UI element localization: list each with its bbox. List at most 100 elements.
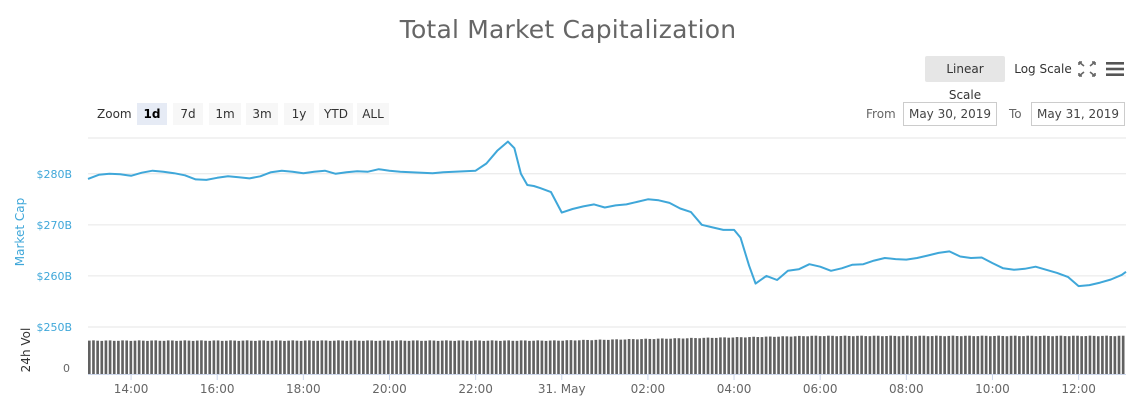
volume-bar <box>681 338 685 374</box>
volume-bar <box>785 336 789 374</box>
volume-bar <box>254 340 257 374</box>
volume-bar <box>685 338 689 374</box>
zoom-1y-button[interactable]: 1y <box>284 103 314 125</box>
volume-axis-title: 24h Vol <box>19 328 33 373</box>
volume-bar <box>594 339 598 374</box>
volume-bar <box>208 340 212 374</box>
volume-bar <box>266 340 270 374</box>
volume-bar <box>407 340 411 374</box>
volume-bar <box>1063 336 1067 374</box>
volume-bar <box>220 340 224 374</box>
volume-bar <box>1113 336 1117 374</box>
volume-bar <box>295 340 299 374</box>
volume-bar <box>129 340 133 374</box>
zoom-all-button[interactable]: ALL <box>357 103 389 125</box>
volume-bar <box>706 337 710 374</box>
zoom-7d-button[interactable]: 7d <box>173 103 203 125</box>
volume-bar <box>436 340 440 374</box>
volume-bar <box>249 340 253 374</box>
volume-bar <box>395 340 398 374</box>
volume-bar <box>984 335 988 374</box>
volume-bar <box>328 340 332 374</box>
volume-bar <box>353 340 357 374</box>
volume-bar <box>959 336 963 374</box>
volume-bar <box>656 338 660 374</box>
volume-bar <box>370 340 373 374</box>
volume-bar <box>831 335 834 374</box>
volume-bar <box>1018 336 1021 374</box>
to-date-input[interactable]: May 31, 2019 <box>1031 102 1125 126</box>
y-tick-label: $250B <box>36 321 72 334</box>
volume-bar <box>440 340 444 374</box>
volume-bar <box>1001 335 1005 374</box>
log-scale-button[interactable]: Log Scale <box>1014 62 1072 76</box>
volume-bar <box>125 340 129 374</box>
volume-bar <box>1067 336 1071 374</box>
volume-bar <box>1042 335 1046 374</box>
chart-title: Total Market Capitalization <box>399 15 737 44</box>
fullscreen-icon[interactable] <box>1078 61 1096 77</box>
volume-bar <box>171 340 174 374</box>
hamburger-menu-icon[interactable] <box>1105 61 1125 77</box>
volume-bar <box>1080 336 1083 374</box>
volume-bar <box>976 336 980 374</box>
volume-bar <box>1026 335 1030 374</box>
volume-bar <box>565 340 569 374</box>
volume-bar <box>939 335 942 374</box>
volume-bar <box>108 340 112 374</box>
zoom-label: Zoom <box>97 107 132 121</box>
volume-bar <box>835 336 839 374</box>
volume-bar <box>270 340 274 374</box>
volume-bar <box>1055 335 1059 374</box>
volume-bar <box>569 340 573 374</box>
from-date-input[interactable]: May 30, 2019 <box>903 102 997 126</box>
volume-bar <box>146 340 149 374</box>
volume-bar <box>511 340 515 374</box>
linear-scale-button[interactable]: Linear Scale <box>925 56 1005 102</box>
volume-bar <box>416 340 419 374</box>
volume-bar <box>893 335 897 374</box>
volume-bar <box>910 336 913 374</box>
volume-bar <box>619 339 623 374</box>
volume-bar <box>507 340 511 374</box>
zoom-3m-button[interactable]: 3m <box>246 103 278 125</box>
from-label: From <box>866 107 896 121</box>
x-tick-label: 12:00 <box>1061 382 1096 396</box>
volume-bar <box>914 336 917 374</box>
volume-bar <box>760 337 764 374</box>
zoom-1d-button[interactable]: 1d <box>137 103 167 125</box>
y-tick-label: $260B <box>36 270 72 283</box>
market-cap-line <box>87 140 1127 288</box>
volume-bar <box>1088 335 1092 374</box>
volume-bar <box>744 337 747 374</box>
volume-bar <box>872 335 876 374</box>
volume-bar <box>636 339 639 374</box>
volume-bar <box>133 340 137 374</box>
volume-bar <box>665 338 668 374</box>
volume-bar <box>399 340 403 374</box>
volume-bar <box>179 340 182 374</box>
volume-bar <box>316 340 320 374</box>
volume-bar <box>366 340 369 374</box>
volume-bar <box>881 336 884 374</box>
volume-bar <box>943 336 946 374</box>
x-tick-label: 18:00 <box>286 382 321 396</box>
volume-bar <box>947 335 951 374</box>
volume-bar <box>615 339 618 374</box>
volume-bar <box>851 336 855 374</box>
x-tick-label: 02:00 <box>631 382 666 396</box>
volume-bar <box>445 340 448 374</box>
zoom-ytd-button[interactable]: YTD <box>319 103 353 125</box>
volume-bar <box>577 340 581 374</box>
volume-bar <box>627 339 631 374</box>
zoom-1m-button[interactable]: 1m <box>209 103 241 125</box>
volume-bar <box>150 340 153 374</box>
volume-bar <box>1096 336 1100 374</box>
volume-bar <box>100 340 104 374</box>
volume-bar <box>303 340 307 374</box>
volume-bar <box>1117 335 1121 374</box>
volume-bar <box>469 340 473 374</box>
volume-bar <box>411 340 415 374</box>
y-tick-label: $280B <box>36 168 72 181</box>
volume-bar <box>237 340 241 374</box>
